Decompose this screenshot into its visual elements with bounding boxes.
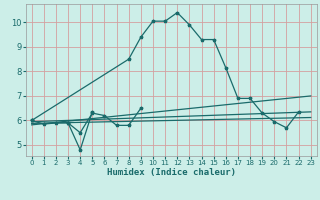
X-axis label: Humidex (Indice chaleur): Humidex (Indice chaleur) — [107, 168, 236, 177]
